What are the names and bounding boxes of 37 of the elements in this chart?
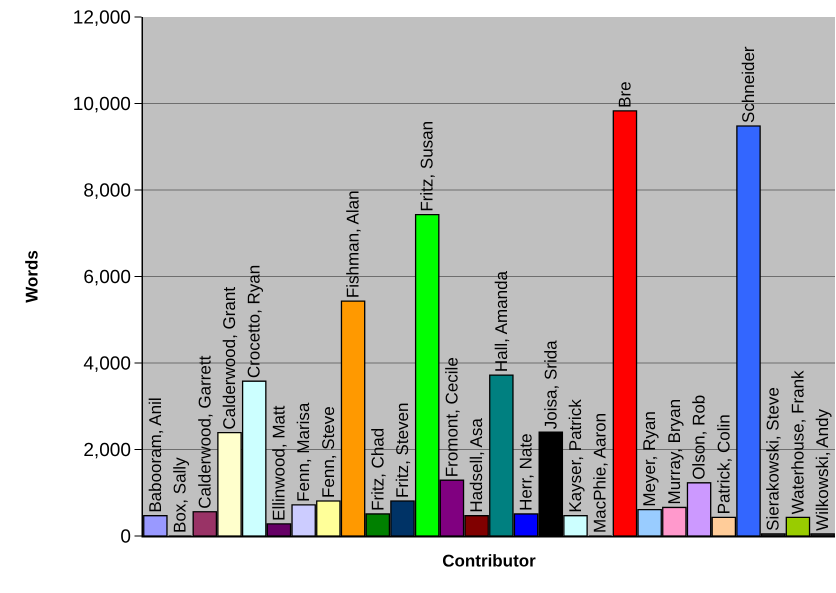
x-tick-label: Fenn, Steve [318, 406, 338, 498]
x-tick-label: Box, Sally [170, 456, 190, 533]
x-tick-label: Herr, Nate [516, 433, 536, 511]
y-tick-label: 4,000 [83, 354, 131, 375]
x-tick-label: Bre [615, 81, 634, 108]
x-tick-label: Joisa, Srida [541, 340, 560, 430]
x-tick-label: Fishman, Alan [344, 190, 363, 298]
x-tick-label: Fromont, Cecile [442, 357, 462, 478]
x-tick-label: Calderwood, Grant [220, 286, 239, 430]
x-tick-label: Fritz, Susan [418, 120, 437, 212]
x-tick-label: Fritz, Steven [393, 402, 412, 498]
x-tick-label: Meyer, Ryan [640, 411, 660, 507]
x-tick-label: Fritz, Chad [368, 428, 388, 511]
y-tick-label: 12,000 [72, 8, 131, 29]
x-tick-label: Sierakowski, Steve [764, 387, 783, 531]
x-tick-label: Murray, Bryan [664, 398, 684, 504]
y-tick-label: 2,000 [83, 440, 131, 462]
y-tick-label: 10,000 [72, 94, 131, 116]
x-tick-label: Hadsell, Asa [467, 418, 486, 513]
x-tick-label: Patrick, Colin [714, 414, 734, 514]
y-tick-label: 0 [120, 526, 131, 548]
x-tick-label: Crocetto, Ryan [244, 264, 264, 378]
x-tick-label: Hall, Amanda [492, 270, 511, 372]
x-tick-label: Fenn, Marisa [294, 402, 314, 502]
x-tick-label: Calderwood, Garrett [195, 355, 214, 509]
x-tick-label: Schneider [739, 46, 758, 123]
x-tick-label: Ellinwood, Matt [269, 405, 288, 521]
x-tick-label: Waterhouse, Frank [788, 370, 808, 514]
x-tick-label: Babooram, Anil [146, 397, 165, 513]
x-tick-label: MacPhie, Aaron [590, 412, 610, 533]
x-tick-label: Wilkowski, Andy [813, 408, 832, 531]
y-tick-label: 6,000 [83, 267, 131, 288]
y-axis-title: Words [22, 250, 42, 303]
x-tick-label: Olson, Rob [690, 394, 709, 480]
x-tick-label: Kayser, Patrick [566, 398, 585, 513]
y-tick-label: 8,000 [83, 180, 131, 202]
x-axis-title: Contributor [442, 552, 536, 571]
